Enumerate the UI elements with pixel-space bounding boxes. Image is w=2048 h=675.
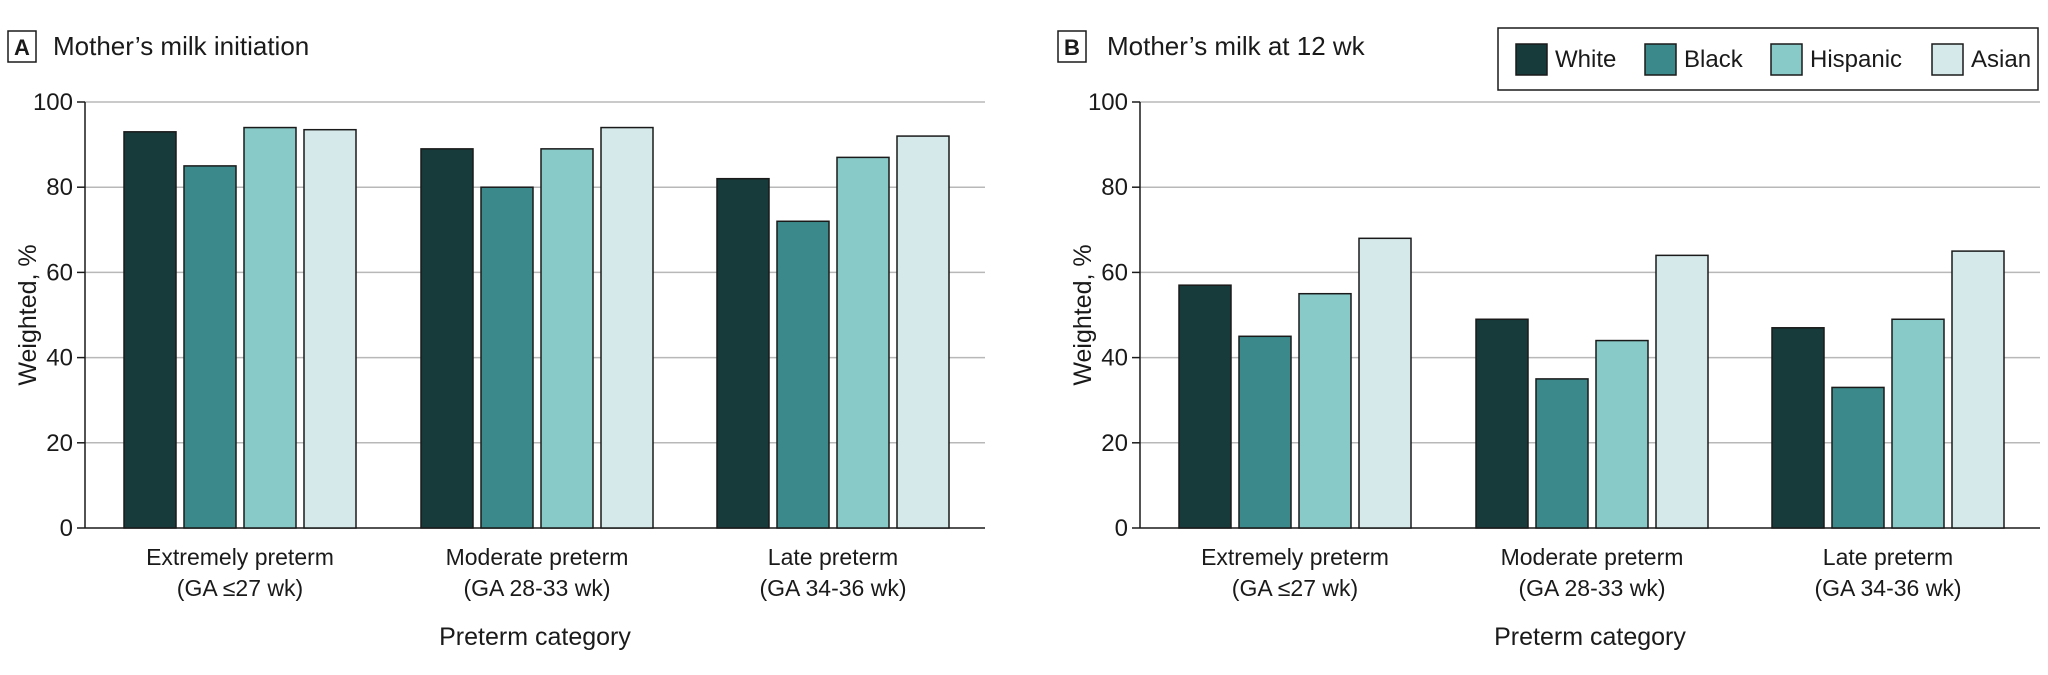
panel-title: Mother’s milk at 12 wk (1107, 31, 1366, 61)
bar-hispanic (540, 148, 594, 529)
bar-white (716, 177, 770, 529)
panel-title: Mother’s milk initiation (53, 31, 309, 61)
y-tick-label: 80 (46, 174, 73, 201)
bar-black (183, 165, 237, 529)
bar-black (1535, 378, 1589, 529)
panel-letter: B (1064, 35, 1080, 60)
x-category-label: Extremely preterm (1201, 544, 1389, 570)
legend-label-black: Black (1684, 46, 1744, 73)
x-axis-label: Preterm category (439, 623, 631, 651)
y-axis-label: Weighted, % (1069, 244, 1097, 385)
y-tick-label: 40 (1101, 345, 1128, 372)
y-tick-label: 100 (1088, 89, 1128, 116)
panel-b-chart: B Mother’s milk at 12 wk 0 20 40 60 80 100 Weigh… (1057, 30, 2040, 651)
bar-black (480, 186, 534, 529)
x-axis-label: Preterm category (1494, 623, 1686, 651)
y-tick-label: 60 (1101, 259, 1128, 286)
legend-swatch-asian (1931, 43, 1964, 76)
legend-label-asian: Asian (1971, 46, 2031, 73)
bar-hispanic (1298, 292, 1352, 529)
y-tick-label: 0 (1115, 515, 1128, 542)
bar-black (776, 220, 830, 529)
y-tick-label: 20 (46, 430, 73, 457)
bar-hispanic (836, 156, 890, 529)
y-tick-label: 20 (1101, 430, 1128, 457)
bar-white (420, 148, 474, 529)
legend-swatch-hispanic (1770, 43, 1803, 76)
y-tick-label: 100 (33, 89, 73, 116)
y-tick-label: 60 (46, 259, 73, 286)
legend-label-white: White (1555, 46, 1616, 73)
bar-hispanic (1891, 318, 1945, 529)
legend-swatch-black (1644, 43, 1677, 76)
legend-swatch-white (1515, 43, 1548, 76)
legend-label-hispanic: Hispanic (1810, 46, 1902, 73)
x-category-label: Moderate preterm (446, 544, 629, 570)
bar-white (1178, 284, 1232, 529)
bar-hispanic (1595, 339, 1649, 529)
x-category-label: (GA 28-33 wk) (464, 575, 611, 601)
x-category-label: Late preterm (1823, 544, 1953, 570)
bar-asian (1655, 254, 1709, 529)
bar-white (123, 131, 177, 529)
x-category-label: (GA 34-36 wk) (760, 575, 907, 601)
y-axis-label: Weighted, % (14, 244, 42, 385)
y-tick-label: 40 (46, 345, 73, 372)
panel-letter-box (7, 30, 37, 63)
panel-letter-box (1057, 30, 1087, 63)
bar-asian (1358, 237, 1412, 529)
x-category-label: (GA ≤27 wk) (1232, 575, 1358, 601)
bar-white (1475, 318, 1529, 529)
bar-hispanic (243, 126, 297, 529)
x-category-label: (GA ≤27 wk) (177, 575, 303, 601)
bar-asian (600, 126, 654, 529)
bar-asian (303, 128, 357, 529)
y-tick-label: 0 (60, 515, 73, 542)
x-category-label: (GA 34-36 wk) (1815, 575, 1962, 601)
bar-black (1238, 335, 1292, 529)
x-category-label: Extremely preterm (146, 544, 334, 570)
y-tick-label: 80 (1101, 174, 1128, 201)
bar-asian (896, 135, 950, 529)
x-category-label: Moderate preterm (1501, 544, 1684, 570)
panel-letter: A (14, 35, 30, 60)
panel-a-chart: A Mother’s milk initiation 0 20 40 60 80 100 Wei… (7, 30, 985, 651)
legend: White Black Hispanic Asian (1497, 27, 2039, 91)
bar-asian (1951, 250, 2005, 529)
bar-white (1771, 327, 1825, 529)
x-category-label: Late preterm (768, 544, 898, 570)
bar-black (1831, 386, 1885, 529)
x-category-label: (GA 28-33 wk) (1519, 575, 1666, 601)
